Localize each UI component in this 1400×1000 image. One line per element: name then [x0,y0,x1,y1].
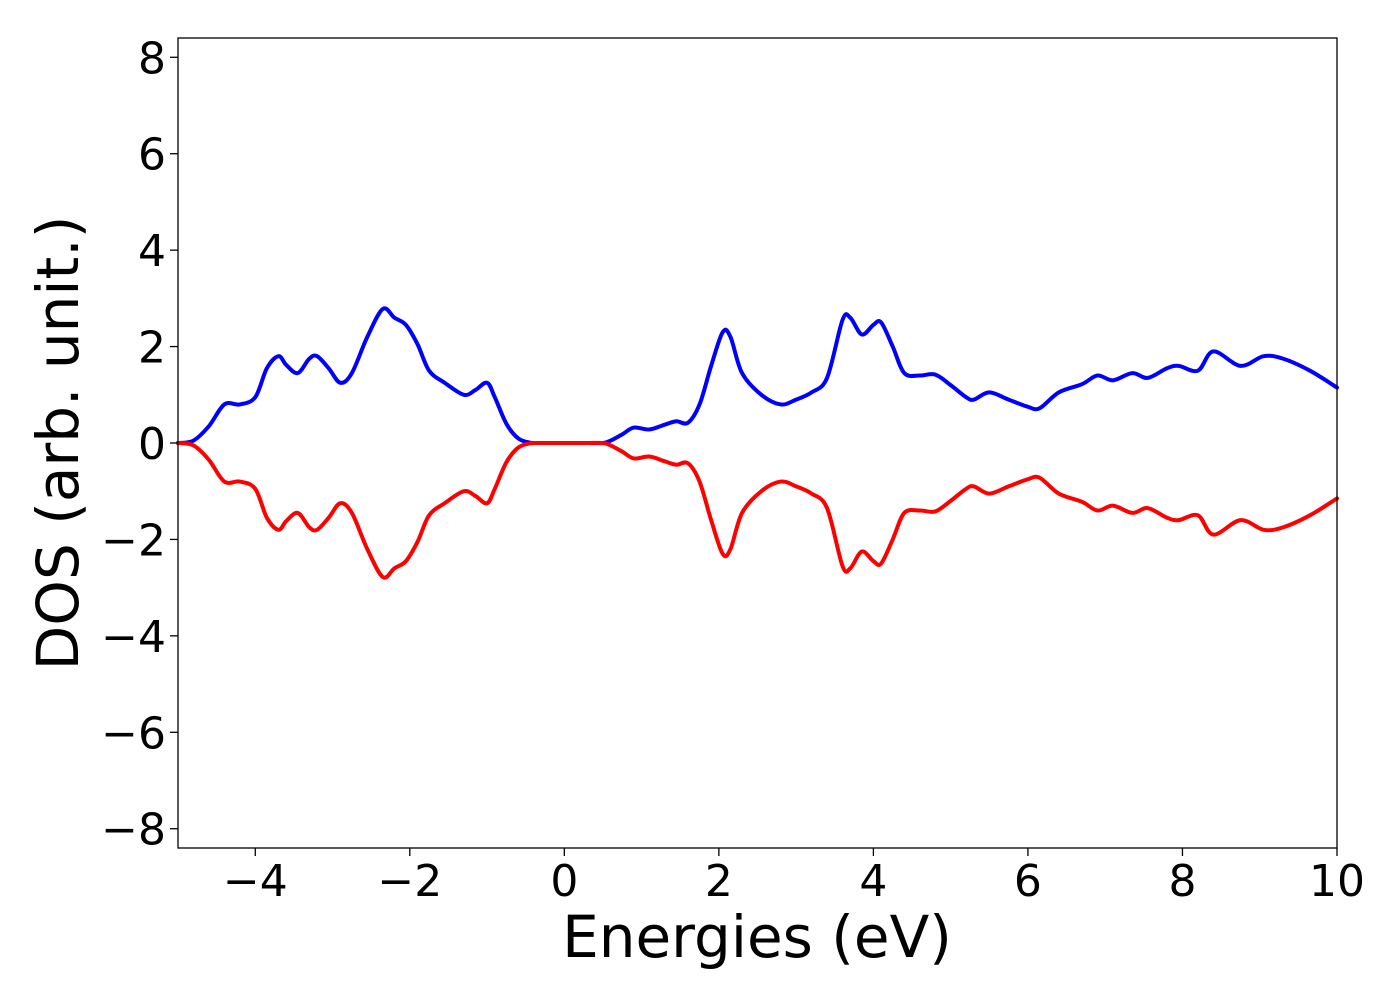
y-axis-label: DOS (arb. unit.) [24,216,92,671]
y-tick-label: −8 [101,805,166,856]
y-tick-label: −2 [101,515,166,566]
x-tick-label: 8 [1168,856,1196,907]
y-tick-label: 0 [138,419,166,470]
y-tick-label: 2 [138,323,166,374]
x-tick-label: 2 [705,856,733,907]
x-axis-ticks: −4 −2 0 2 4 6 8 10 [223,848,1365,907]
y-axis-ticks: −8 −6 −4 −2 0 2 4 6 8 [101,33,178,856]
x-tick-label: 6 [1014,856,1042,907]
y-tick-label: 4 [138,226,166,277]
y-tick-label: −6 [101,708,166,759]
x-tick-label: −2 [377,856,442,907]
series-line-negative [176,440,1339,580]
y-tick-label: 8 [138,33,166,84]
series-line-positive [176,306,1339,446]
x-tick-label: 0 [550,856,578,907]
y-tick-label: −4 [101,612,166,663]
y-tick-label: 6 [138,130,166,181]
x-tick-label: 4 [859,856,887,907]
x-tick-label: 10 [1309,856,1365,907]
x-axis-label: Energies (eV) [562,903,952,971]
series-layer [176,306,1339,580]
x-tick-label: −4 [223,856,288,907]
